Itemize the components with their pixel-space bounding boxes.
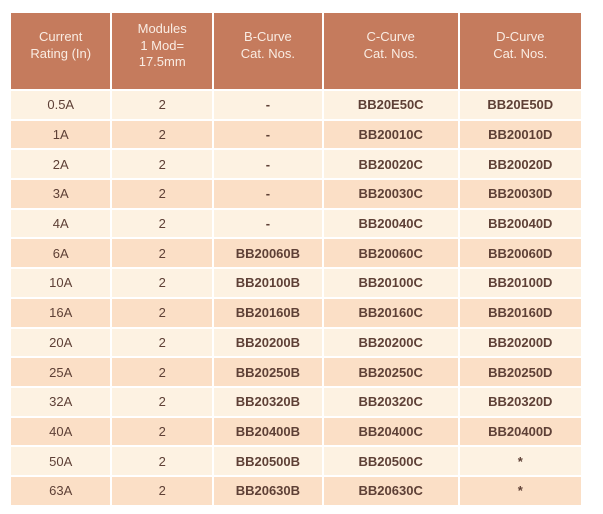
column-header-d-curve: D-Curve Cat. Nos. [459, 13, 581, 89]
cell-current-rating: 32A [11, 387, 111, 416]
cell-d-curve: * [459, 447, 581, 475]
table-row: 0.5A 2 - BB20E50C BB20E50D [11, 91, 581, 119]
table-row: 16A 2 BB20160B BB20160C BB20160D [11, 298, 581, 327]
cell-c-curve: BB20030C [323, 180, 458, 208]
cell-c-curve: BB20200C [323, 328, 458, 357]
cell-current-rating: 16A [11, 298, 111, 327]
cell-current-rating: 63A [11, 476, 111, 505]
table-row: 25A 2 BB20250B BB20250C BB20250D [11, 358, 581, 386]
cell-c-curve: BB20400C [323, 417, 458, 446]
cell-b-curve: - [213, 91, 322, 119]
cell-c-curve: BB20010C [323, 120, 458, 149]
cell-b-curve: - [213, 150, 322, 179]
cell-b-curve: BB20320B [213, 387, 322, 416]
column-header-c-curve: C-Curve Cat. Nos. [323, 13, 458, 89]
cell-current-rating: 1A [11, 120, 111, 149]
cell-c-curve: BB20020C [323, 150, 458, 179]
cell-modules: 2 [112, 120, 212, 149]
cell-b-curve: - [213, 180, 322, 208]
cell-c-curve: BB20100C [323, 269, 458, 297]
column-header-modules: Modules 1 Mod= 17.5mm [112, 13, 212, 89]
cell-d-curve: BB20100D [459, 269, 581, 297]
cell-c-curve: BB20E50C [323, 91, 458, 119]
cell-modules: 2 [112, 387, 212, 416]
cell-modules: 2 [112, 209, 212, 238]
table-row: 32A 2 BB20320B BB20320C BB20320D [11, 387, 581, 416]
cell-current-rating: 2A [11, 150, 111, 179]
cell-current-rating: 3A [11, 180, 111, 208]
cell-modules: 2 [112, 239, 212, 268]
cell-b-curve: BB20400B [213, 417, 322, 446]
cell-current-rating: 50A [11, 447, 111, 475]
table-row: 63A 2 BB20630B BB20630C * [11, 476, 581, 505]
cell-d-curve: BB20010D [459, 120, 581, 149]
cell-current-rating: 6A [11, 239, 111, 268]
table-row: 6A 2 BB20060B BB20060C BB20060D [11, 239, 581, 268]
column-header-b-curve: B-Curve Cat. Nos. [213, 13, 322, 89]
cell-modules: 2 [112, 476, 212, 505]
cell-d-curve: BB20030D [459, 180, 581, 208]
cell-c-curve: BB20630C [323, 476, 458, 505]
cell-c-curve: BB20320C [323, 387, 458, 416]
cell-c-curve: BB20250C [323, 358, 458, 386]
table-row: 40A 2 BB20400B BB20400C BB20400D [11, 417, 581, 446]
cell-b-curve: - [213, 209, 322, 238]
cell-modules: 2 [112, 417, 212, 446]
cell-d-curve: BB20160D [459, 298, 581, 327]
cell-d-curve: BB20250D [459, 358, 581, 386]
table-row: 20A 2 BB20200B BB20200C BB20200D [11, 328, 581, 357]
cell-c-curve: BB20160C [323, 298, 458, 327]
cell-current-rating: 25A [11, 358, 111, 386]
cell-d-curve: BB20200D [459, 328, 581, 357]
cell-modules: 2 [112, 447, 212, 475]
cell-modules: 2 [112, 91, 212, 119]
cell-c-curve: BB20040C [323, 209, 458, 238]
cell-modules: 2 [112, 150, 212, 179]
cell-d-curve: BB20060D [459, 239, 581, 268]
cell-modules: 2 [112, 298, 212, 327]
cell-modules: 2 [112, 180, 212, 208]
table-row: 50A 2 BB20500B BB20500C * [11, 447, 581, 475]
cell-b-curve: BB20100B [213, 269, 322, 297]
cell-d-curve: BB20020D [459, 150, 581, 179]
table-body: 0.5A 2 - BB20E50C BB20E50D 1A 2 - BB2001… [11, 91, 581, 505]
cell-b-curve: BB20250B [213, 358, 322, 386]
table-row: 1A 2 - BB20010C BB20010D [11, 120, 581, 149]
cell-current-rating: 10A [11, 269, 111, 297]
table-row: 10A 2 BB20100B BB20100C BB20100D [11, 269, 581, 297]
table-row: 2A 2 - BB20020C BB20020D [11, 150, 581, 179]
cell-modules: 2 [112, 269, 212, 297]
catalog-table: Current Rating (In) Modules 1 Mod= 17.5m… [9, 11, 583, 507]
cell-d-curve: * [459, 476, 581, 505]
cell-d-curve: BB20400D [459, 417, 581, 446]
cell-b-curve: - [213, 120, 322, 149]
cell-d-curve: BB20E50D [459, 91, 581, 119]
cell-c-curve: BB20500C [323, 447, 458, 475]
cell-b-curve: BB20500B [213, 447, 322, 475]
cell-b-curve: BB20200B [213, 328, 322, 357]
table-header: Current Rating (In) Modules 1 Mod= 17.5m… [11, 13, 581, 89]
cell-modules: 2 [112, 328, 212, 357]
cell-modules: 2 [112, 358, 212, 386]
table-row: 4A 2 - BB20040C BB20040D [11, 209, 581, 238]
cell-b-curve: BB20160B [213, 298, 322, 327]
table-row: 3A 2 - BB20030C BB20030D [11, 180, 581, 208]
cell-b-curve: BB20060B [213, 239, 322, 268]
column-header-current-rating: Current Rating (In) [11, 13, 111, 89]
cell-current-rating: 40A [11, 417, 111, 446]
cell-c-curve: BB20060C [323, 239, 458, 268]
cell-current-rating: 20A [11, 328, 111, 357]
cell-current-rating: 4A [11, 209, 111, 238]
cell-d-curve: BB20320D [459, 387, 581, 416]
cell-b-curve: BB20630B [213, 476, 322, 505]
cell-current-rating: 0.5A [11, 91, 111, 119]
cell-d-curve: BB20040D [459, 209, 581, 238]
header-row: Current Rating (In) Modules 1 Mod= 17.5m… [11, 13, 581, 89]
